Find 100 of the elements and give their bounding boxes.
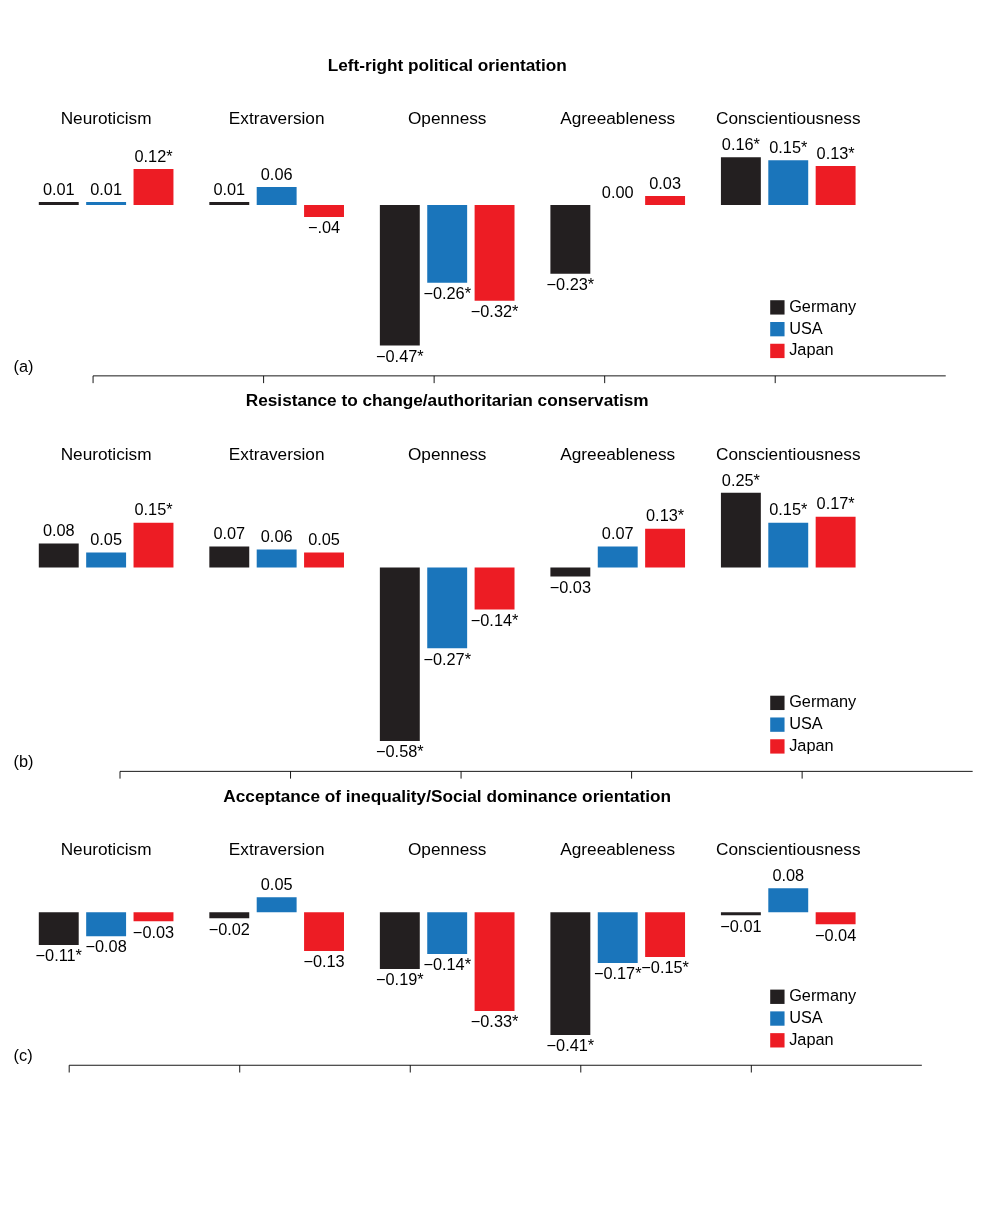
bar <box>550 204 591 274</box>
x-tick-label: Conscientiousness <box>715 108 861 129</box>
x-tick-label: Conscientiousness <box>715 443 861 464</box>
data-label: −0.41* <box>546 1036 595 1055</box>
data-label: 0.15* <box>134 500 174 519</box>
data-label: −0.19* <box>376 970 425 989</box>
x-tick-label: Extraversion <box>228 839 325 860</box>
data-label: 0.13* <box>646 506 685 525</box>
bar <box>38 202 79 205</box>
bar <box>645 528 686 568</box>
data-label: −0.23* <box>546 275 595 294</box>
bar <box>133 169 174 205</box>
data-label: 0.15* <box>769 500 808 519</box>
legend-label: Germany <box>789 986 858 1005</box>
bar <box>815 166 856 205</box>
data-label: −0.15* <box>641 958 690 977</box>
bar <box>256 187 297 205</box>
data-label: −0.02 <box>208 919 250 938</box>
data-label: −0.32* <box>470 302 520 320</box>
x-tick-label: Agreeableness <box>560 443 676 464</box>
bar <box>815 516 856 568</box>
data-label: 0.25* <box>721 470 761 489</box>
data-label: −0.04 <box>814 925 857 944</box>
data-label: 0.05 <box>260 874 293 893</box>
data-label: −.04 <box>307 218 341 237</box>
data-label: −0.11* <box>35 946 83 965</box>
bar <box>304 552 344 568</box>
data-label: 0.13* <box>816 143 856 162</box>
legend-label: Japan <box>789 340 834 359</box>
x-tick-label: Openness <box>407 839 487 860</box>
data-label: −0.03 <box>132 922 175 941</box>
data-label: 0.16* <box>721 134 761 153</box>
data-label: −0.01 <box>720 916 762 935</box>
bar <box>474 567 515 610</box>
legend-label: Japan <box>789 1029 834 1048</box>
text: (c) <box>13 1046 33 1065</box>
data-label: 0.06 <box>260 164 293 183</box>
x-tick-label: Neuroticism <box>60 443 152 464</box>
data-label: −0.14* <box>470 610 520 629</box>
data-label: −0.14* <box>423 955 472 974</box>
x-tick-label: Neuroticism <box>60 108 152 129</box>
legend-label: USA <box>789 318 823 337</box>
bar <box>720 157 761 205</box>
bar <box>38 543 79 568</box>
data-label: 0.07 <box>213 524 246 543</box>
bar <box>768 522 809 568</box>
bar <box>379 204 420 346</box>
bar <box>379 567 420 741</box>
data-label: −0.58* <box>376 742 425 761</box>
data-label: 0.17* <box>816 494 856 513</box>
data-label: 0.00 <box>601 182 634 201</box>
legend-label: USA <box>789 714 823 733</box>
data-label: −0.27* <box>423 649 472 668</box>
bar <box>768 160 809 205</box>
data-label: 0.07 <box>601 524 634 543</box>
data-label: −0.03 <box>549 577 591 596</box>
data-label: −0.47* <box>376 346 425 365</box>
bar <box>86 202 127 205</box>
x-tick-label: Openness <box>407 108 487 129</box>
x-tick-label: Conscientiousness <box>715 839 861 860</box>
x-tick-label: Agreeableness <box>560 108 676 129</box>
data-label: 0.12* <box>134 146 174 165</box>
data-label: −0.33* <box>470 1012 520 1031</box>
legend-label: Germany <box>789 296 858 315</box>
data-label: 0.08 <box>772 866 805 885</box>
bar <box>209 202 250 205</box>
chart-title: Acceptance of inequality/Social dominance orientation <box>223 785 672 806</box>
bar <box>86 552 127 568</box>
legend-label: USA <box>789 1008 823 1027</box>
bar <box>645 196 686 205</box>
data-label: 0.01 <box>90 179 122 198</box>
x-tick-label: Extraversion <box>228 108 325 129</box>
bar <box>256 549 297 568</box>
bar <box>427 567 468 649</box>
x-tick-label: Neuroticism <box>60 839 152 860</box>
text: (b) <box>13 752 34 771</box>
bar <box>133 522 174 568</box>
legend-label: Japan <box>789 735 834 754</box>
bar <box>427 204 468 283</box>
data-label: −0.08 <box>85 937 127 956</box>
bar <box>209 546 250 568</box>
bar <box>597 546 638 568</box>
chart-title: Resistance to change/authoritarian conservatism <box>245 390 649 411</box>
data-label: 0.03 <box>649 173 681 192</box>
bar <box>720 492 761 568</box>
data-label: 0.15* <box>769 137 808 156</box>
x-tick-label: Openness <box>407 443 487 464</box>
bar <box>474 204 515 301</box>
data-label: 0.05 <box>90 530 122 549</box>
data-label: −0.13 <box>303 952 345 971</box>
data-label: 0.06 <box>260 527 293 546</box>
data-label: 0.01 <box>42 179 75 198</box>
data-label: 0.08 <box>42 521 75 540</box>
legend-label: Germany <box>789 692 858 711</box>
x-tick-label: Agreeableness <box>560 839 676 860</box>
data-label: 0.05 <box>308 530 340 549</box>
chart-title: Left-right political orientation <box>327 54 567 75</box>
bar <box>550 567 591 577</box>
x-tick-label: Extraversion <box>228 443 325 464</box>
bar <box>304 204 344 217</box>
